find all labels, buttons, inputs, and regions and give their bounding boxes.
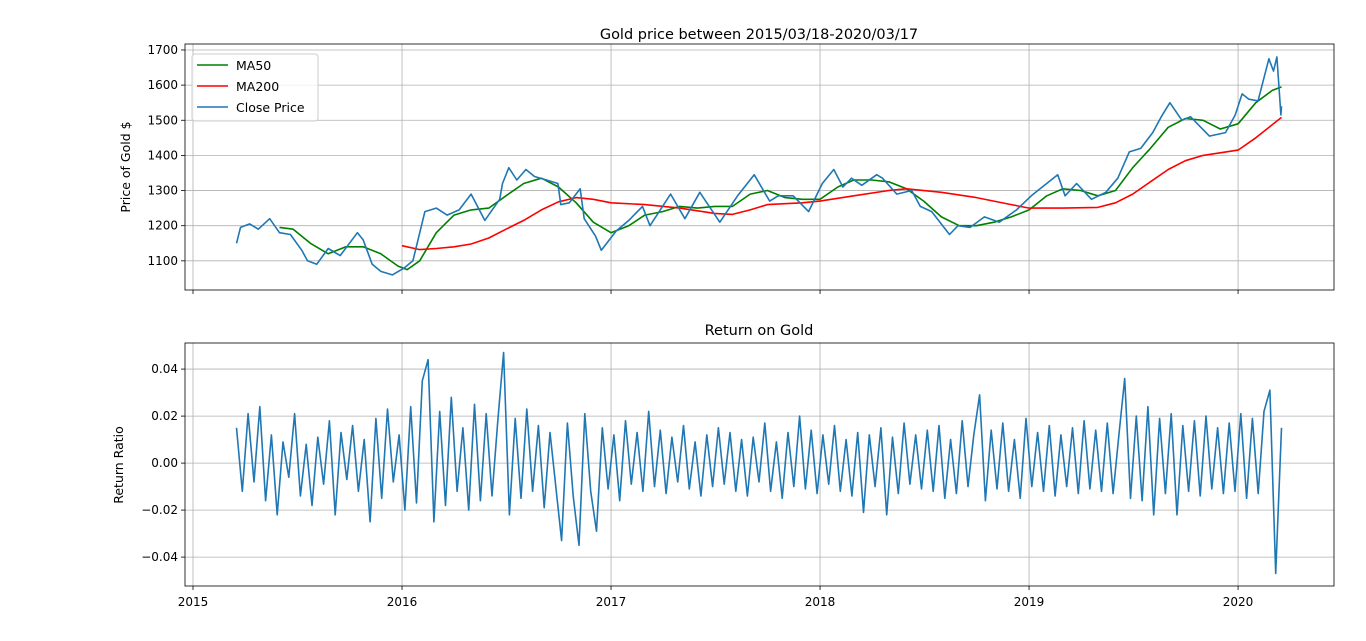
return-y-tick-label: −0.02 [141,503,178,517]
price-y-tick-label: 1700 [147,43,178,57]
return-y-tick-label: 0.02 [151,409,178,423]
bottom-y-axis-label: Return Ratio [111,426,126,504]
price-y-tick-label: 1600 [147,78,178,92]
price-y-tick-label: 1200 [147,219,178,233]
price-series-ma50 [279,86,1282,271]
return-frame [184,342,1335,587]
return-x-tick-label: 2020 [1223,595,1254,609]
return-y-tick-label: 0.00 [151,456,178,470]
price-series-ma200 [401,116,1282,251]
return-axes: 2015 2016 2017 2018 2019 2020 0.04 0.02 0.00 −0.0… [141,342,1335,609]
return-x-tick-label: 2019 [1014,595,1045,609]
legend-box [191,53,319,122]
price-y-tick-label: 1500 [147,113,178,127]
return-x-tick-label: 2016 [387,595,418,609]
return-x-tick-label: 2015 [178,595,209,609]
price-series-close-price [235,56,1283,276]
top-chart-title: Gold price between 2015/03/18-2020/03/17 [600,27,918,43]
top-y-axis-label: Price of Gold $ [118,121,133,212]
return-x-tick-label: 2017 [596,595,627,609]
price-y-tick-label: 1100 [147,254,178,268]
legend-label-close-price: Close Price [236,100,305,115]
price-y-tick-label: 1300 [147,184,178,198]
return-series-return [235,351,1283,575]
price-axes: 1100 1200 1300 1400 1500 1600 1700 [147,43,1335,294]
return-y-tick-label: 0.04 [151,362,178,376]
price-frame [184,43,1335,291]
return-y-tick-label: −0.04 [141,550,178,564]
bottom-chart-title: Return on Gold [705,323,814,339]
legend: MA50 MA200 Close Price [191,53,319,122]
return-x-tick-label: 2018 [805,595,836,609]
legend-label-ma50: MA50 [236,58,271,73]
legend-label-ma200: MA200 [236,79,279,94]
price-y-tick-label: 1400 [147,148,178,162]
